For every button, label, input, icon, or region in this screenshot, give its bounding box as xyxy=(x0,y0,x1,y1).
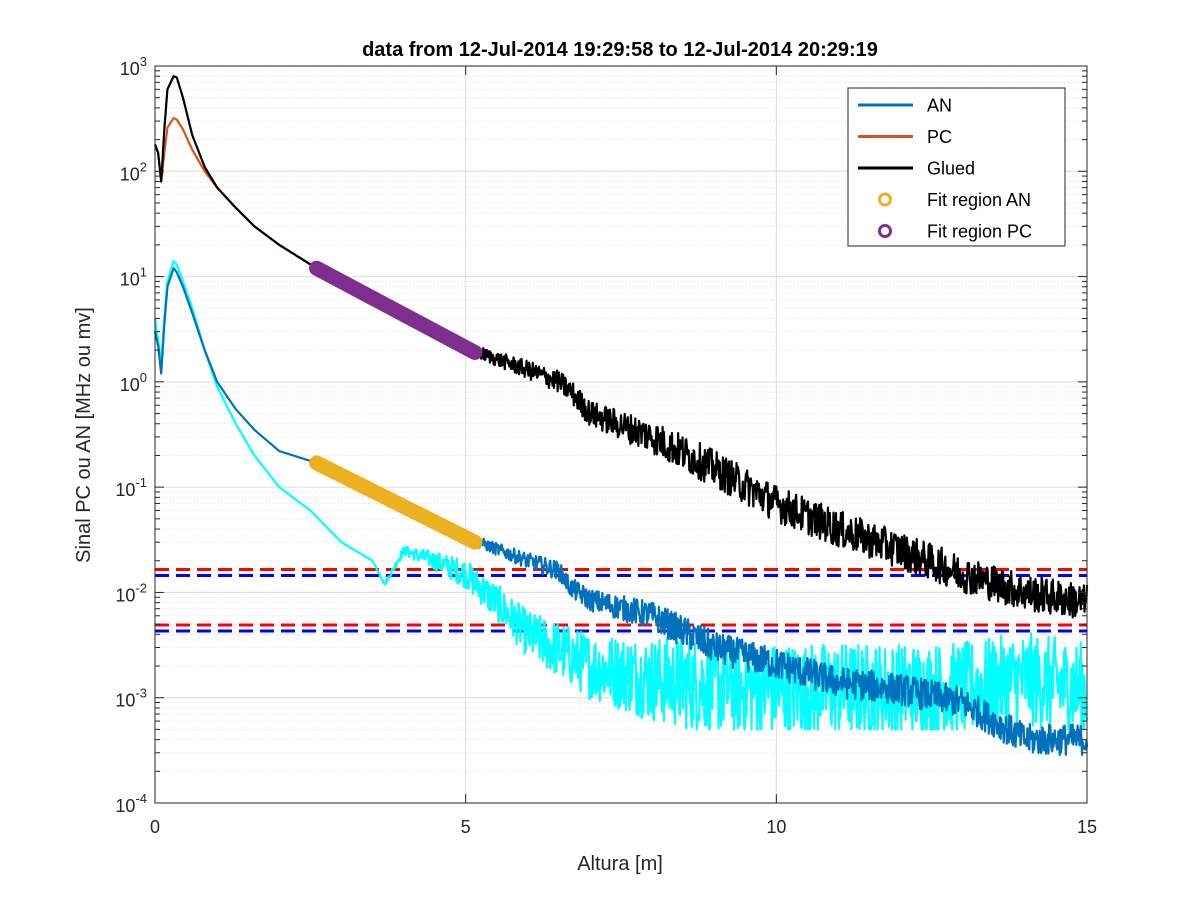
legend-label: Fit region PC xyxy=(927,222,1032,242)
y-tick-label: 10-2 xyxy=(115,580,147,605)
legend-marker-swatch xyxy=(878,224,892,238)
x-axis-label: Altura [m] xyxy=(577,853,663,875)
x-tick-label: 15 xyxy=(1077,817,1097,837)
x-tick-label: 5 xyxy=(461,817,471,837)
series-line xyxy=(153,260,1089,731)
y-tick-label: 100 xyxy=(120,370,147,395)
legend: AN PC Glued Fit region AN Fit region PC xyxy=(847,87,1066,247)
legend-label: Glued xyxy=(927,159,975,179)
legend-label: PC xyxy=(927,127,952,147)
x-tick-label: 0 xyxy=(150,817,160,837)
fit-regions xyxy=(309,260,483,550)
x-tick-label: 10 xyxy=(766,817,786,837)
axes: 0 5 10 15 10-4 10-3 10-2 10-1 100 101 102 103 xyxy=(115,54,1097,837)
y-tick-label: 101 xyxy=(120,265,147,290)
axes-box xyxy=(154,65,1088,804)
chart-title: data from 12-Jul-2014 19:29:58 to 12-Jul… xyxy=(362,39,878,61)
legend-label: Fit region AN xyxy=(927,190,1031,210)
y-axis-label: Sinal PC ou AN [MHz ou mv] xyxy=(73,307,95,563)
y-tick-label: 103 xyxy=(120,54,147,79)
y-tick-label: 102 xyxy=(120,159,147,184)
legend-label: AN xyxy=(927,96,952,116)
reference-lines xyxy=(155,568,1087,633)
y-tick-label: 10-3 xyxy=(115,686,147,711)
legend-marker-swatch xyxy=(878,192,892,207)
fit-marker xyxy=(467,345,483,361)
y-tick-label: 10-4 xyxy=(115,791,147,816)
y-tick-label: 10-1 xyxy=(115,475,147,500)
fit-marker xyxy=(467,534,483,550)
